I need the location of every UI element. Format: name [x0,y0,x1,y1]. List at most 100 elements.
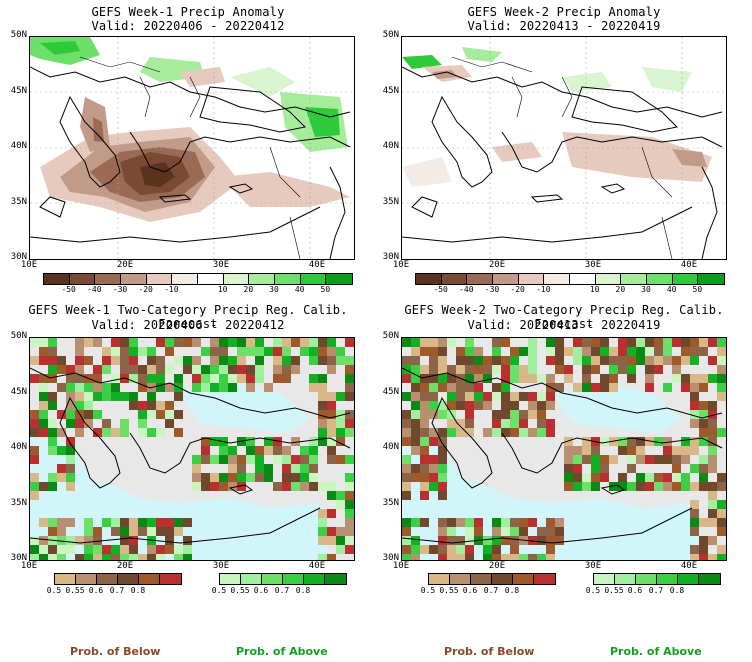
probability-cell [690,437,699,446]
probability-cell [465,518,474,527]
probability-cell [129,401,138,410]
probability-cell [282,338,291,347]
probability-cell [228,473,237,482]
probability-cell [573,356,582,365]
probability-cell [672,455,681,464]
probability-cell [39,554,48,560]
probability-cell [30,491,39,500]
probability-cell [564,365,573,374]
probability-cell [75,392,84,401]
probability-cell [555,365,564,374]
anomaly-tick-label: 40 [666,285,677,294]
lon-label: 40E [680,260,698,270]
probability-cell [582,356,591,365]
probability-cell [120,527,129,536]
probability-cell [93,383,102,392]
probability-cell [627,347,636,356]
probability-cell [564,473,573,482]
probability-cell [327,455,336,464]
probability-cell [672,365,681,374]
lat-label: 45N [382,386,399,397]
anomaly-tick-label: 30 [641,285,651,294]
probability-cell [672,482,681,491]
anomaly-tick-label: -20 [510,285,525,294]
probability-cell [501,365,510,374]
probability-cell [555,338,564,347]
below-swatch [160,574,181,584]
probability-cell [528,428,537,437]
probability-cell [48,545,57,554]
probability-cell [201,374,210,383]
lat-label: 35N [382,196,399,207]
probability-cell [438,428,447,437]
probability-cell [183,554,192,560]
probability-cell [645,374,654,383]
probability-cell [492,518,501,527]
probability-cell [438,455,447,464]
probability-cell [717,347,726,356]
probability-cell [627,338,636,347]
probability-cell [708,374,717,383]
probability-cell [420,383,429,392]
anomaly-swatch [672,274,699,284]
probability-cell [636,437,645,446]
probability-cell [228,338,237,347]
probability-cell [456,419,465,428]
below-tick-label: 0.8 [504,586,520,595]
probability-cell [438,383,447,392]
probability-cell [645,365,654,374]
probability-cell [210,437,219,446]
probability-cell [174,374,183,383]
probability-cell [147,554,156,560]
probability-cell [165,518,174,527]
probability-cell [636,338,645,347]
probability-cell [57,464,66,473]
probability-cell [102,356,111,365]
anomaly-swatch [441,274,468,284]
probability-cell [201,455,210,464]
probability-cell [402,455,411,464]
lon-label: 40E [308,561,326,571]
probability-cell [39,518,48,527]
probability-cell [336,536,345,545]
probability-cell [681,356,690,365]
probability-cell [201,473,210,482]
probability-cell [708,455,717,464]
probability-cell [327,509,336,518]
anomaly-swatch [69,274,96,284]
below-colorbar-right [428,573,556,585]
probability-cell [120,428,129,437]
probability-cell [75,338,84,347]
anomaly-swatch [416,274,442,284]
probability-cell [492,392,501,401]
probability-cell [420,410,429,419]
probability-cell [264,383,273,392]
probability-cell [654,482,663,491]
probability-cell [411,518,420,527]
probability-cell [429,374,438,383]
probability-cell [156,383,165,392]
probability-cell [84,518,93,527]
probability-cell [510,410,519,419]
probability-cell [546,545,555,554]
probability-cell [438,401,447,410]
probability-cell [690,509,699,518]
probability-cell [318,527,327,536]
probability-cell [519,410,528,419]
probability-cell [447,554,456,560]
above-tick-label: 0.7 [274,586,290,595]
probability-cell [165,545,174,554]
lat-label: 35N [10,196,27,207]
probability-cell [48,392,57,401]
probability-cell [582,365,591,374]
probability-cell [411,464,420,473]
probability-cell [492,527,501,536]
above-tick-label: 0.55 [230,586,250,595]
anomaly-swatch [120,274,147,284]
probability-cell [327,401,336,410]
probability-cell [66,518,75,527]
probability-cell [564,374,573,383]
probability-cell [519,419,528,428]
probability-cell [555,356,564,365]
lat-label: 35N [382,497,399,508]
